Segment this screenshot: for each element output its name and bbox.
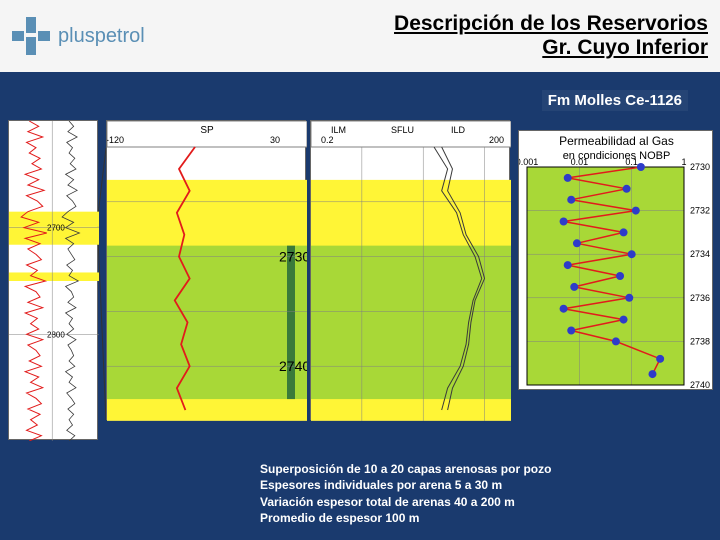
svg-text:2734: 2734: [690, 249, 710, 259]
svg-text:2732: 2732: [690, 206, 710, 216]
footer-line: Promedio de espesor 100 m: [260, 510, 700, 526]
sp-log-panel: SP -120 30 2730 2740: [106, 120, 306, 420]
svg-text:0.001: 0.001: [519, 157, 538, 167]
overview-log-panel: 2700 2800: [8, 120, 98, 440]
svg-text:200: 200: [489, 135, 504, 145]
svg-text:0.01: 0.01: [571, 157, 589, 167]
svg-text:2740: 2740: [690, 380, 710, 390]
svg-text:2738: 2738: [690, 336, 710, 346]
svg-text:Permeabilidad al Gas: Permeabilidad al Gas: [559, 134, 674, 148]
svg-text:0.1: 0.1: [625, 157, 638, 167]
svg-text:ILM: ILM: [331, 125, 346, 135]
svg-text:SP: SP: [200, 125, 214, 136]
brand-text: pluspetrol: [58, 25, 145, 48]
footer-line: Variación espesor total de arenas 40 a 2…: [260, 494, 700, 510]
svg-text:SFLU: SFLU: [391, 125, 414, 135]
svg-text:2700: 2700: [47, 224, 65, 233]
svg-text:30: 30: [270, 135, 280, 145]
svg-text:2730: 2730: [690, 162, 710, 172]
svg-text:1: 1: [681, 157, 686, 167]
title-line-1: Descripción de los Reservorios: [394, 12, 708, 36]
logo: pluspetrol: [12, 17, 145, 55]
svg-text:2730: 2730: [279, 249, 307, 265]
chart-panels: 2700 2800 SP -120 30 2730 2740 ILM SFLU ILD 0.2 2…: [8, 120, 712, 440]
footer-line: Superposición de 10 a 20 capas arenosas …: [260, 461, 700, 477]
resistivity-log-panel: ILM SFLU ILD 0.2 200: [310, 120, 510, 420]
svg-text:ILD: ILD: [451, 125, 466, 135]
page-title-group: Descripción de los Reservorios Gr. Cuyo …: [394, 12, 708, 60]
logo-glyph: [12, 17, 50, 55]
svg-text:2736: 2736: [690, 293, 710, 303]
title-line-2: Gr. Cuyo Inferior: [394, 36, 708, 60]
header: pluspetrol Descripción de los Reservorio…: [0, 0, 720, 72]
svg-text:-120: -120: [107, 135, 124, 145]
footer-line: Espesores individuales por arena 5 a 30 …: [260, 477, 700, 493]
footer-text: Superposición de 10 a 20 capas arenosas …: [260, 461, 700, 526]
svg-text:0.2: 0.2: [321, 135, 334, 145]
permeability-panel: Permeabilidad al Gasen condiciones NOBP0…: [518, 130, 713, 390]
well-name: Fm Molles Ce-1126: [542, 90, 688, 111]
svg-text:2800: 2800: [47, 330, 65, 339]
svg-text:2740: 2740: [279, 358, 307, 374]
